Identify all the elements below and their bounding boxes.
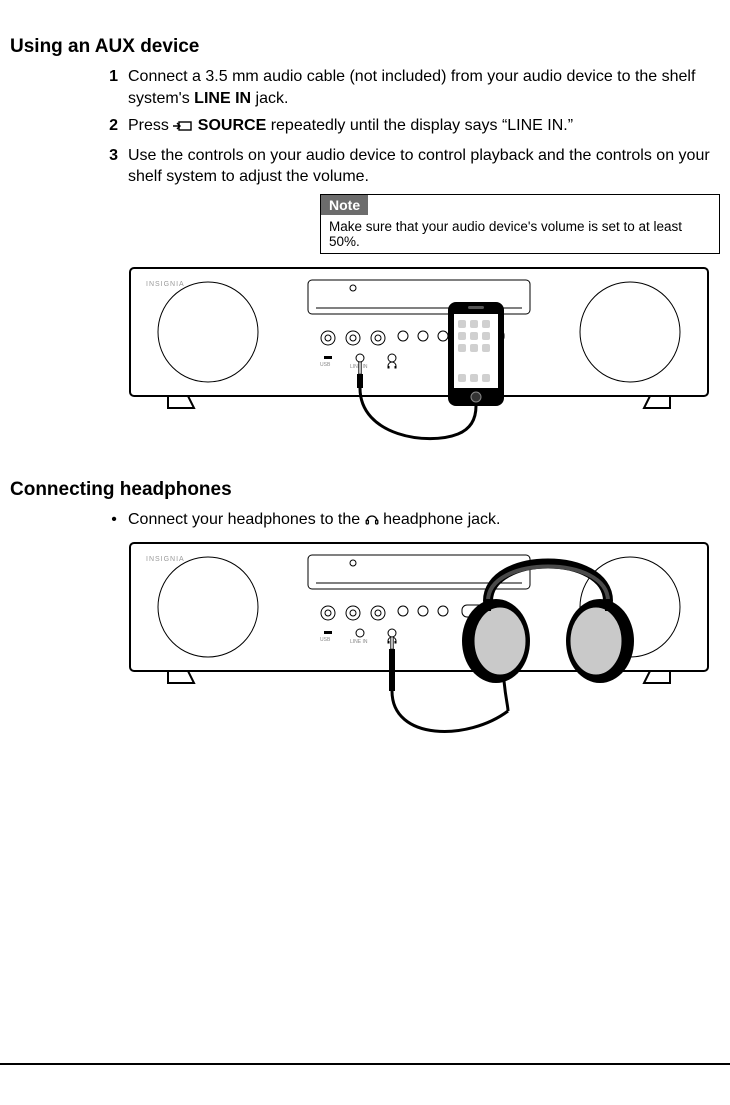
bullet-list: • Connect your headphones to the headpho… <box>10 509 720 533</box>
svg-text:USB: USB <box>320 637 331 643</box>
svg-text:LINE IN: LINE IN <box>350 639 368 645</box>
step-number: 2 <box>100 115 128 139</box>
figure-aux: INSIGNIA USB LINE IN <box>128 266 720 461</box>
brand-text: INSIGNIA <box>146 281 185 288</box>
step-1: 1 Connect a 3.5 mm audio cable (not incl… <box>100 66 720 109</box>
footer-rule <box>0 1063 730 1065</box>
note-box: Note Make sure that your audio device's … <box>320 194 720 254</box>
source-icon <box>173 117 193 139</box>
figure-headphones: INSIGNIA USB LINE IN <box>128 541 720 776</box>
svg-text:USB: USB <box>320 362 331 368</box>
step-number: 3 <box>100 145 128 188</box>
step-number: 1 <box>100 66 128 109</box>
bullet-text: headphone jack. <box>379 511 501 528</box>
heading-headphones: Connecting headphones <box>10 479 720 501</box>
heading-aux: Using an AUX device <box>10 36 720 58</box>
bullet-item: • Connect your headphones to the headpho… <box>100 509 720 533</box>
bullet-body: Connect your headphones to the headphone… <box>128 509 720 533</box>
step-text: jack. <box>251 90 288 107</box>
bullet-text: Connect your headphones to the <box>128 511 365 528</box>
bullet-dot: • <box>100 509 128 533</box>
step-3: 3 Use the controls on your audio device … <box>100 145 720 188</box>
step-body: Connect a 3.5 mm audio cable (not includ… <box>128 66 720 109</box>
step-body: Use the controls on your audio device to… <box>128 145 720 188</box>
step-2: 2 Press SOURCE repeatedly until the disp… <box>100 115 720 139</box>
note-body: Make sure that your audio device's volum… <box>321 215 719 253</box>
note-label: Note <box>321 195 368 215</box>
step-text: Use the controls on your audio device to… <box>128 147 710 186</box>
step-body: Press SOURCE repeatedly until the displa… <box>128 115 720 139</box>
brand-text: INSIGNIA <box>146 556 185 563</box>
step-text: Press <box>128 117 173 134</box>
step-text: repeatedly until the display says “LINE … <box>266 117 573 134</box>
steps-list: 1 Connect a 3.5 mm audio cable (not incl… <box>10 66 720 188</box>
step-bold: SOURCE <box>198 117 266 134</box>
step-bold: LINE IN <box>194 90 251 107</box>
headphone-icon <box>365 511 379 533</box>
